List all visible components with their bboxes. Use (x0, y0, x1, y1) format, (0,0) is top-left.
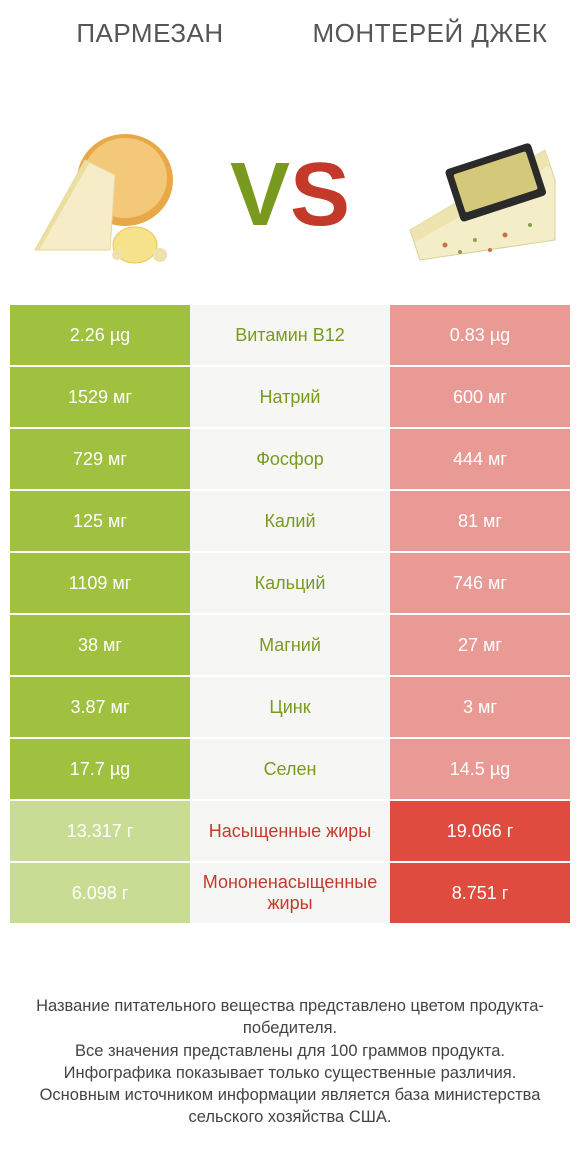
table-row: 17.7 µgСелен14.5 µg (10, 739, 570, 801)
nutrient-label-cell: Витамин B12 (190, 305, 390, 365)
nutrient-label-cell: Кальций (190, 553, 390, 613)
right-product-image (390, 105, 570, 285)
right-value-cell: 14.5 µg (390, 739, 570, 799)
left-value-cell: 17.7 µg (10, 739, 190, 799)
table-row: 125 мгКалий81 мг (10, 491, 570, 553)
nutrient-label-cell: Насыщенные жиры (190, 801, 390, 861)
right-product-title: МОНТЕРЕЙ ДЖЕК (290, 18, 570, 49)
table-row: 3.87 мгЦинк3 мг (10, 677, 570, 739)
right-value-cell: 444 мг (390, 429, 570, 489)
footer-line-1: Название питательного вещества представл… (14, 995, 566, 1040)
right-value-cell: 27 мг (390, 615, 570, 675)
left-value-cell: 2.26 µg (10, 305, 190, 365)
left-product-image (10, 105, 190, 285)
right-value-cell: 19.066 г (390, 801, 570, 861)
table-row: 729 мгФосфор444 мг (10, 429, 570, 491)
left-value-cell: 1109 мг (10, 553, 190, 613)
nutrient-label-cell: Калий (190, 491, 390, 551)
left-value-cell: 3.87 мг (10, 677, 190, 737)
table-row: 1529 мгНатрий600 мг (10, 367, 570, 429)
table-row: 13.317 гНасыщенные жиры19.066 г (10, 801, 570, 863)
images-row: VS (0, 95, 580, 295)
table-row: 6.098 гМононенасыщенные жиры8.751 г (10, 863, 570, 925)
table-row: 1109 мгКальций746 мг (10, 553, 570, 615)
vs-s-letter: S (290, 150, 350, 240)
parmesan-icon (15, 120, 185, 270)
footer-line-2: Все значения представлены для 100 граммо… (14, 1040, 566, 1062)
footer-line-4: Основным источником информации является … (14, 1084, 566, 1129)
left-value-cell: 6.098 г (10, 863, 190, 923)
vs-v-letter: V (230, 150, 290, 240)
footer-line-3: Инфографика показывает только существенн… (14, 1062, 566, 1084)
right-value-cell: 8.751 г (390, 863, 570, 923)
left-value-cell: 38 мг (10, 615, 190, 675)
table-row: 38 мгМагний27 мг (10, 615, 570, 677)
vs-label: VS (230, 150, 350, 240)
nutrient-label-cell: Магний (190, 615, 390, 675)
comparison-table: 2.26 µgВитамин B120.83 µg1529 мгНатрий60… (10, 305, 570, 925)
nutrient-label-cell: Мононенасыщенные жиры (190, 863, 390, 923)
table-row: 2.26 µgВитамин B120.83 µg (10, 305, 570, 367)
left-value-cell: 125 мг (10, 491, 190, 551)
left-value-cell: 1529 мг (10, 367, 190, 427)
nutrient-label-cell: Цинк (190, 677, 390, 737)
right-value-cell: 0.83 µg (390, 305, 570, 365)
monterey-jack-icon (395, 120, 565, 270)
nutrient-label-cell: Натрий (190, 367, 390, 427)
nutrient-label-cell: Селен (190, 739, 390, 799)
left-product-title: ПАРМЕЗАН (10, 18, 290, 49)
right-value-cell: 3 мг (390, 677, 570, 737)
header-row: ПАРМЕЗАН МОНТЕРЕЙ ДЖЕК (0, 0, 580, 95)
right-value-cell: 81 мг (390, 491, 570, 551)
left-value-cell: 729 мг (10, 429, 190, 489)
nutrient-label-cell: Фосфор (190, 429, 390, 489)
footer-notes: Название питательного вещества представл… (0, 995, 580, 1129)
right-value-cell: 746 мг (390, 553, 570, 613)
left-value-cell: 13.317 г (10, 801, 190, 861)
right-value-cell: 600 мг (390, 367, 570, 427)
